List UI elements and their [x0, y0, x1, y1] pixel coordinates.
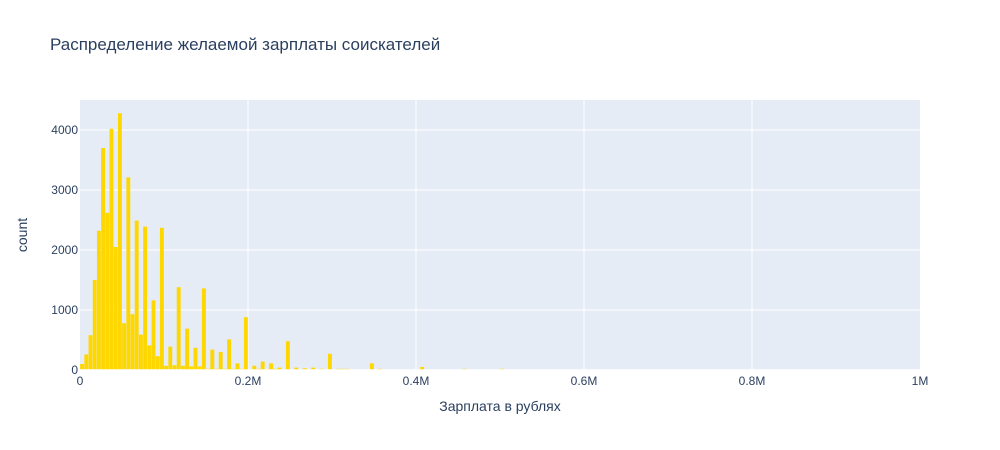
x-axis-ticks: 0 0.2M 0.4M 0.6M 0.8M 1M — [77, 374, 929, 388]
histogram-bar — [236, 363, 240, 370]
histogram-bar — [202, 288, 206, 370]
y-tick-label: 4000 — [51, 123, 78, 137]
histogram-bar — [126, 177, 130, 370]
histogram-bar — [286, 341, 290, 370]
x-tick-label: 1M — [912, 374, 929, 388]
histogram-bar — [118, 113, 122, 370]
histogram-bar — [139, 335, 143, 370]
histogram-bar — [93, 280, 97, 370]
histogram-bar — [168, 347, 172, 370]
histogram-bar — [156, 356, 160, 370]
x-tick-label: 0.6M — [571, 374, 598, 388]
y-tick-label: 3000 — [51, 183, 78, 197]
histogram-bar — [194, 348, 198, 370]
histogram-bar — [89, 335, 93, 370]
histogram-bar — [219, 352, 223, 370]
y-tick-label: 0 — [71, 363, 78, 377]
histogram-bar — [370, 363, 374, 370]
histogram-bar — [177, 287, 181, 370]
histogram-bar — [160, 228, 164, 370]
histogram-bar — [80, 364, 84, 370]
histogram-bar — [131, 314, 135, 370]
x-tick-label: 0.8M — [739, 374, 766, 388]
histogram-bar — [269, 363, 273, 370]
chart-title: Распределение желаемой зарплаты соискате… — [50, 35, 440, 54]
histogram-bar — [152, 300, 156, 370]
y-tick-label: 1000 — [51, 303, 78, 317]
histogram-bar — [143, 227, 147, 370]
histogram-bar — [227, 339, 231, 370]
x-tick-label: 0.2M — [235, 374, 262, 388]
histogram-bar — [122, 323, 126, 370]
histogram-bar — [147, 345, 151, 370]
histogram-bar — [101, 148, 105, 370]
histogram-bar — [135, 221, 139, 370]
histogram-bar — [328, 354, 332, 370]
histogram-bar — [114, 247, 118, 370]
y-axis-title: count — [14, 218, 30, 252]
histogram-bar — [84, 354, 88, 370]
x-axis-title: Зарплата в рублях — [439, 398, 560, 414]
plot-background — [80, 100, 920, 370]
histogram-bar — [244, 317, 248, 370]
histogram-bar — [261, 362, 265, 370]
histogram-bar — [210, 350, 214, 370]
y-tick-label: 2000 — [51, 243, 78, 257]
y-axis-ticks: 0 1000 2000 3000 4000 — [51, 123, 78, 377]
x-tick-label: 0.4M — [403, 374, 430, 388]
histogram-bar — [105, 213, 109, 370]
histogram-bar — [185, 329, 189, 370]
histogram-bar — [97, 231, 101, 370]
histogram-bar — [110, 129, 114, 370]
